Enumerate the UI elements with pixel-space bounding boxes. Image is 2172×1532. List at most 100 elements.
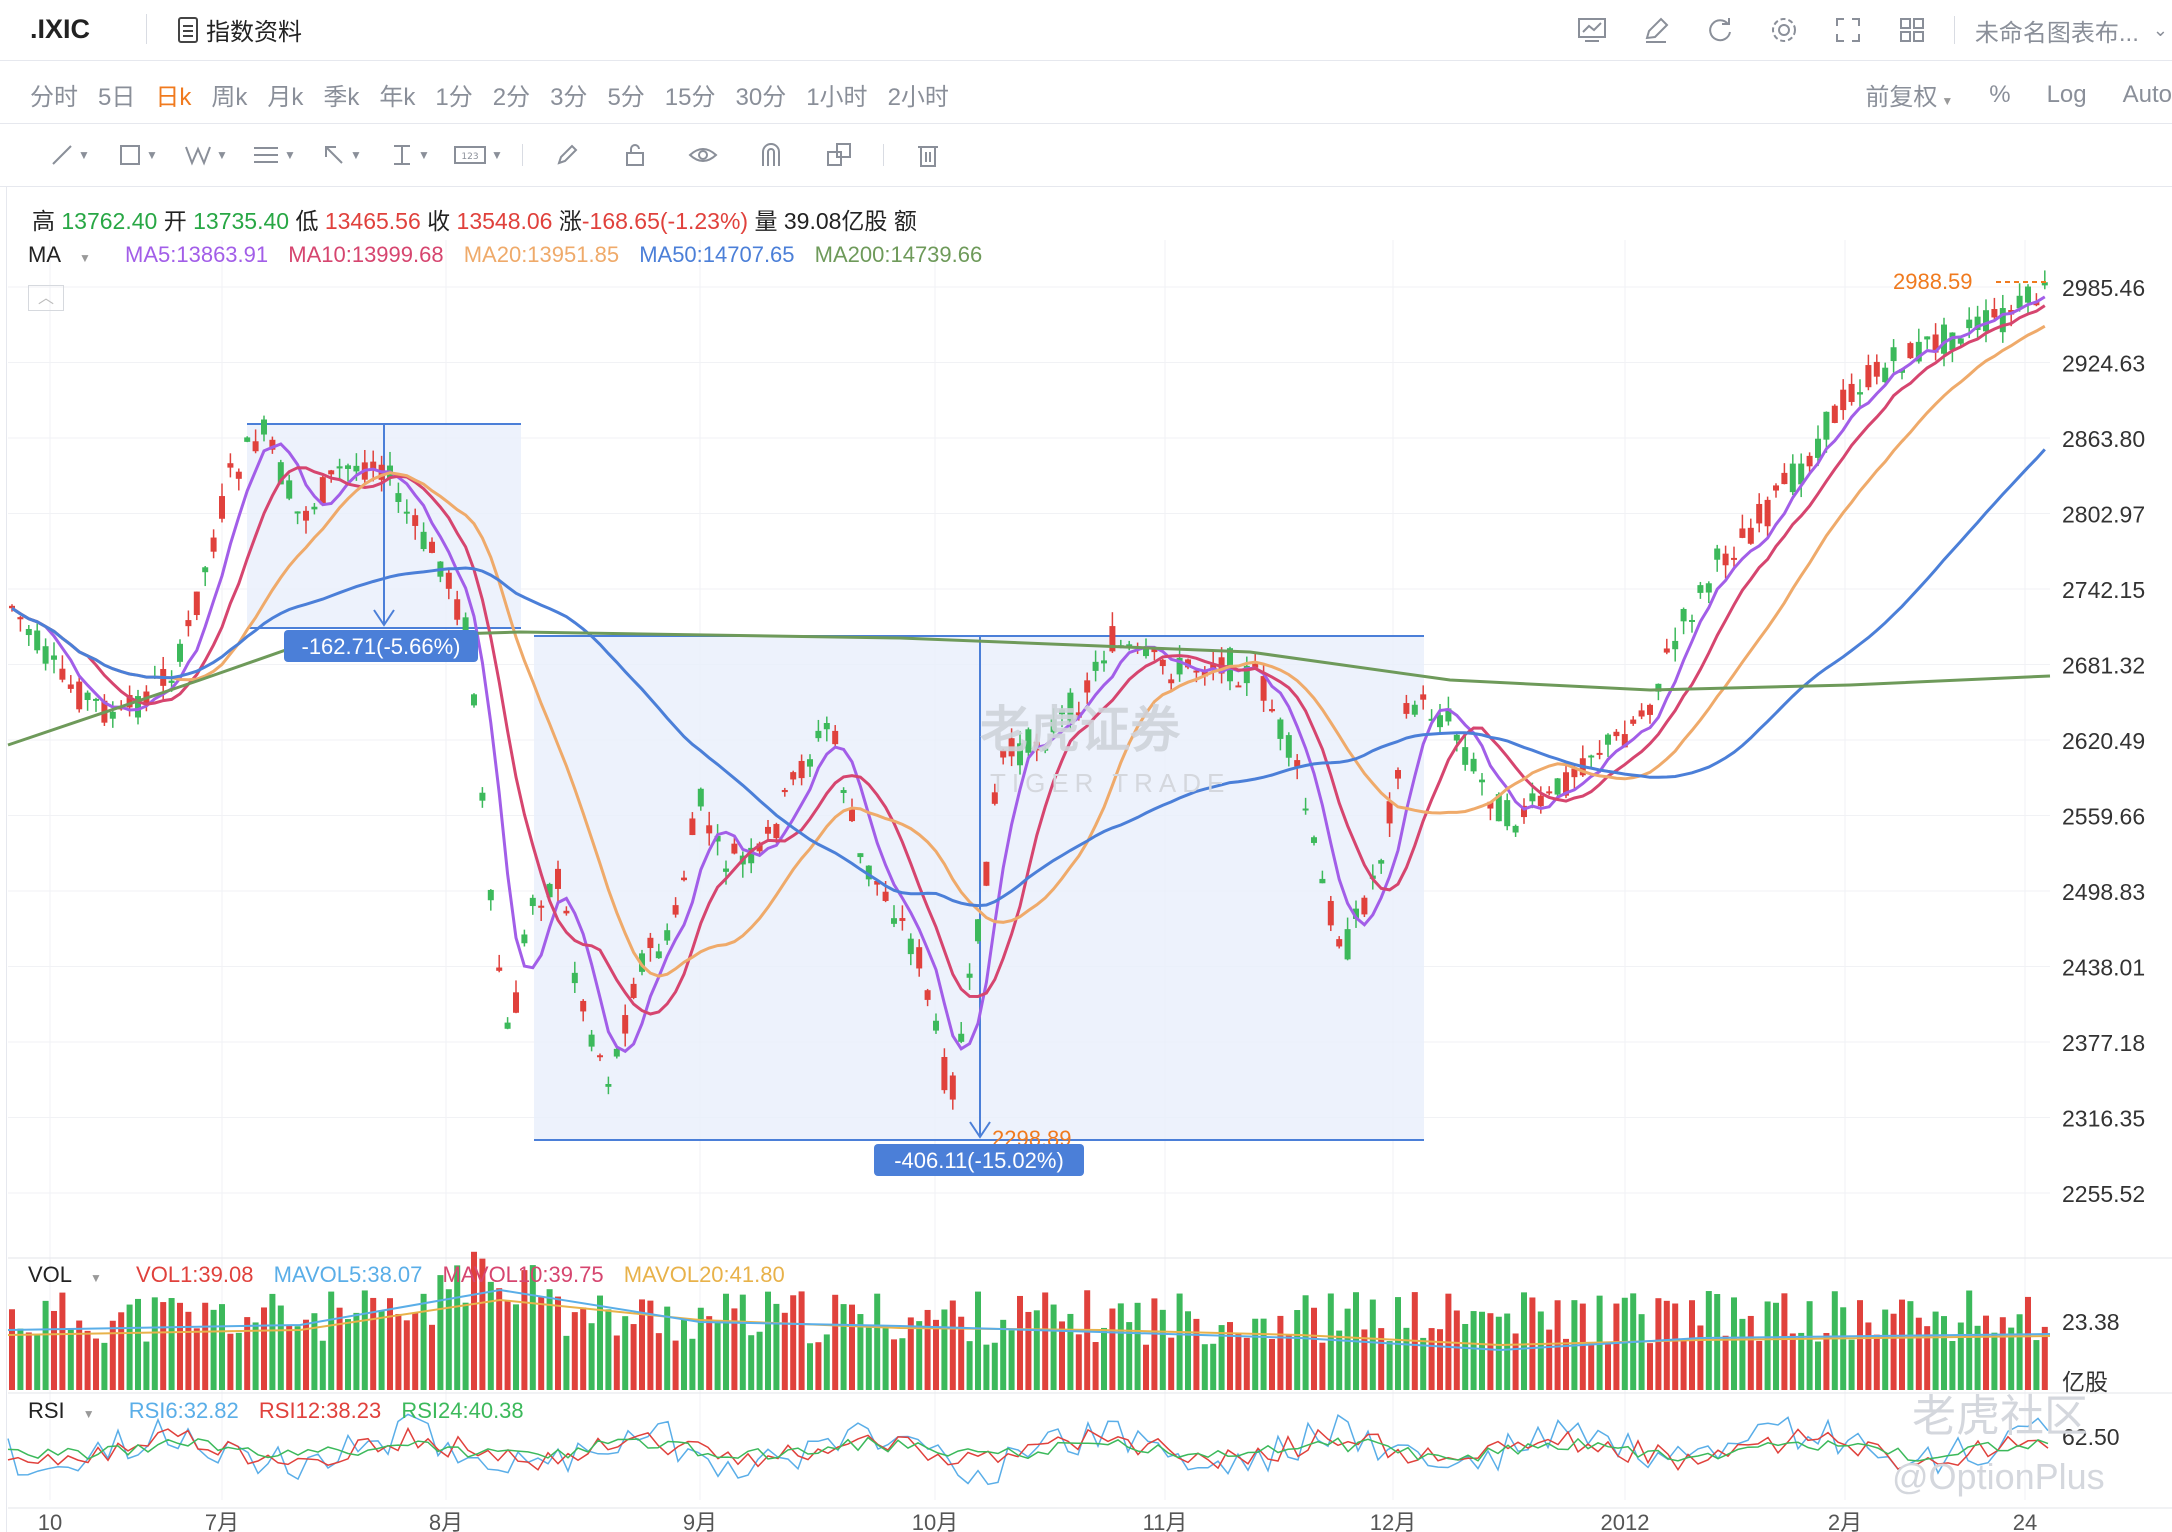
trash-icon[interactable] <box>894 134 962 176</box>
volume-bar <box>865 1327 872 1390</box>
auto-toggle[interactable]: Auto <box>2122 80 2172 108</box>
candle-body <box>899 918 906 921</box>
volume-bar <box>672 1340 679 1390</box>
index-info-button[interactable]: 指数资料 <box>178 12 302 47</box>
candle-body <box>1689 619 1695 622</box>
period-tab[interactable]: 5日 <box>98 84 136 111</box>
candle-body <box>1621 734 1628 748</box>
period-tab[interactable]: 分时 <box>30 84 78 111</box>
log-toggle[interactable]: Log <box>2046 80 2087 108</box>
trend-line-tool-icon[interactable]: ▼ <box>36 134 104 176</box>
volume-bar <box>588 1323 595 1390</box>
period-tab[interactable]: 3分 <box>550 84 588 111</box>
quote-close: 13548.06 <box>456 208 553 234</box>
volume-bar <box>781 1312 788 1390</box>
volume-bar <box>1848 1339 1855 1390</box>
candle-body <box>370 461 377 469</box>
volume-bar <box>504 1301 511 1390</box>
volume-bar <box>1831 1291 1838 1390</box>
candle-body <box>412 515 419 526</box>
rectangle-tool-icon[interactable]: ▼ <box>104 134 172 176</box>
ma5-value: MA5:13863.91 <box>125 242 269 267</box>
arrow-tool-icon[interactable]: ▼ <box>308 134 376 176</box>
chart-layout-name[interactable]: 未命名图表布... <box>1974 19 2139 47</box>
adjust-dropdown[interactable]: 前复权 ▼ <box>1865 84 1954 111</box>
settings-icon[interactable] <box>1752 10 1816 50</box>
period-tab[interactable]: 周k <box>211 84 248 111</box>
volume-bar <box>1747 1315 1754 1390</box>
visibility-eye-icon[interactable] <box>669 134 737 176</box>
period-tab[interactable]: 2小时 <box>887 84 949 111</box>
chevron-down-icon[interactable]: ⌄ <box>2152 19 2168 40</box>
period-tab[interactable]: 季k <box>323 84 360 111</box>
period-tab[interactable]: 5分 <box>607 84 645 111</box>
layout-icon[interactable] <box>1880 10 1944 50</box>
period-tab[interactable]: 年k <box>379 84 416 111</box>
ma10-line <box>11 304 2046 1016</box>
volume-bar <box>1537 1311 1544 1390</box>
candle-body <box>588 1034 595 1047</box>
indicator-icon[interactable] <box>1560 10 1624 50</box>
period-tab[interactable]: 2分 <box>492 84 531 111</box>
fullscreen-icon[interactable] <box>1816 10 1880 50</box>
wave-tool-icon[interactable]: ▼ <box>172 134 240 176</box>
candle-body <box>252 441 259 452</box>
rsi-indicator-dropdown[interactable]: RSI ▼ <box>28 1398 95 1423</box>
clone-icon[interactable] <box>805 134 873 176</box>
volume-bar <box>1840 1307 1847 1390</box>
candle-body <box>1638 710 1645 717</box>
candle-body <box>1428 718 1435 721</box>
fibonacci-tool-icon[interactable]: ▼ <box>254 147 296 163</box>
vol-indicator-dropdown[interactable]: VOL ▼ <box>28 1262 102 1287</box>
candle-body <box>17 617 24 620</box>
candle-body <box>1487 801 1494 809</box>
volume-bar <box>185 1311 192 1390</box>
volume-bar <box>1344 1308 1351 1390</box>
volume-bar <box>1479 1311 1485 1390</box>
mavol20-value: MAVOL20:41.80 <box>623 1262 785 1287</box>
volume-bar <box>1227 1322 1233 1390</box>
percent-toggle[interactable]: % <box>1989 80 2011 108</box>
vol-legend: VOL ▼ VOL1:39.08 MAVOL5:38.07 MAVOL10:39.… <box>28 1262 799 1288</box>
candle-body <box>1647 704 1653 715</box>
volume-bar <box>1084 1290 1091 1390</box>
candle-body <box>345 465 351 469</box>
lock-icon[interactable] <box>601 134 669 176</box>
collapse-legend-button[interactable]: ︿ <box>28 285 64 311</box>
candle-body <box>697 788 704 807</box>
volume-bar <box>815 1342 822 1390</box>
candle-body <box>555 868 561 889</box>
ma50-line <box>11 448 2046 908</box>
ma5-line <box>11 295 2046 1054</box>
brush-tool-icon[interactable] <box>533 134 601 176</box>
period-tab[interactable]: 月k <box>267 84 304 111</box>
candle-body <box>1596 752 1603 755</box>
price-label-tool-icon[interactable]: 123 ▼ <box>444 134 512 176</box>
candle-body <box>1991 309 1998 318</box>
period-tab[interactable]: 30分 <box>735 84 787 111</box>
volume-bar <box>17 1328 24 1390</box>
period-tab[interactable]: 15分 <box>664 84 716 111</box>
candle-body <box>269 439 276 450</box>
candlestick-chart[interactable]: 2985.46 2924.63 2863.80 2802.97 2742.15 2681.… <box>0 186 2172 1532</box>
edit-icon[interactable] <box>1624 10 1688 50</box>
refresh-icon[interactable] <box>1688 10 1752 50</box>
price-axis-label: 2255.52 <box>2062 1181 2145 1207</box>
candle-body <box>1865 365 1872 388</box>
period-tab[interactable]: 1分 <box>435 84 473 111</box>
period-tab[interactable]: 1小时 <box>806 84 868 111</box>
volume-bar <box>857 1314 864 1390</box>
chart-tools: 未命名图表布... ⌄ <box>1560 10 2172 50</box>
period-options: 前复权 ▼ % Log Auto <box>1829 77 2172 112</box>
period-tab[interactable]: 日k <box>155 84 192 111</box>
magnet-icon[interactable] <box>737 134 805 176</box>
volume-bar <box>1512 1333 1519 1390</box>
volume-bar <box>630 1324 637 1390</box>
candle-body <box>538 905 545 908</box>
ma-indicator-dropdown[interactable]: MA ▼ <box>28 242 91 267</box>
candle-body <box>1084 680 1091 693</box>
candle-body <box>496 967 503 971</box>
candle-body <box>781 789 788 793</box>
measure-tool-icon[interactable]: ▼ <box>394 145 430 165</box>
price-axis-label: 2985.46 <box>2062 275 2145 301</box>
